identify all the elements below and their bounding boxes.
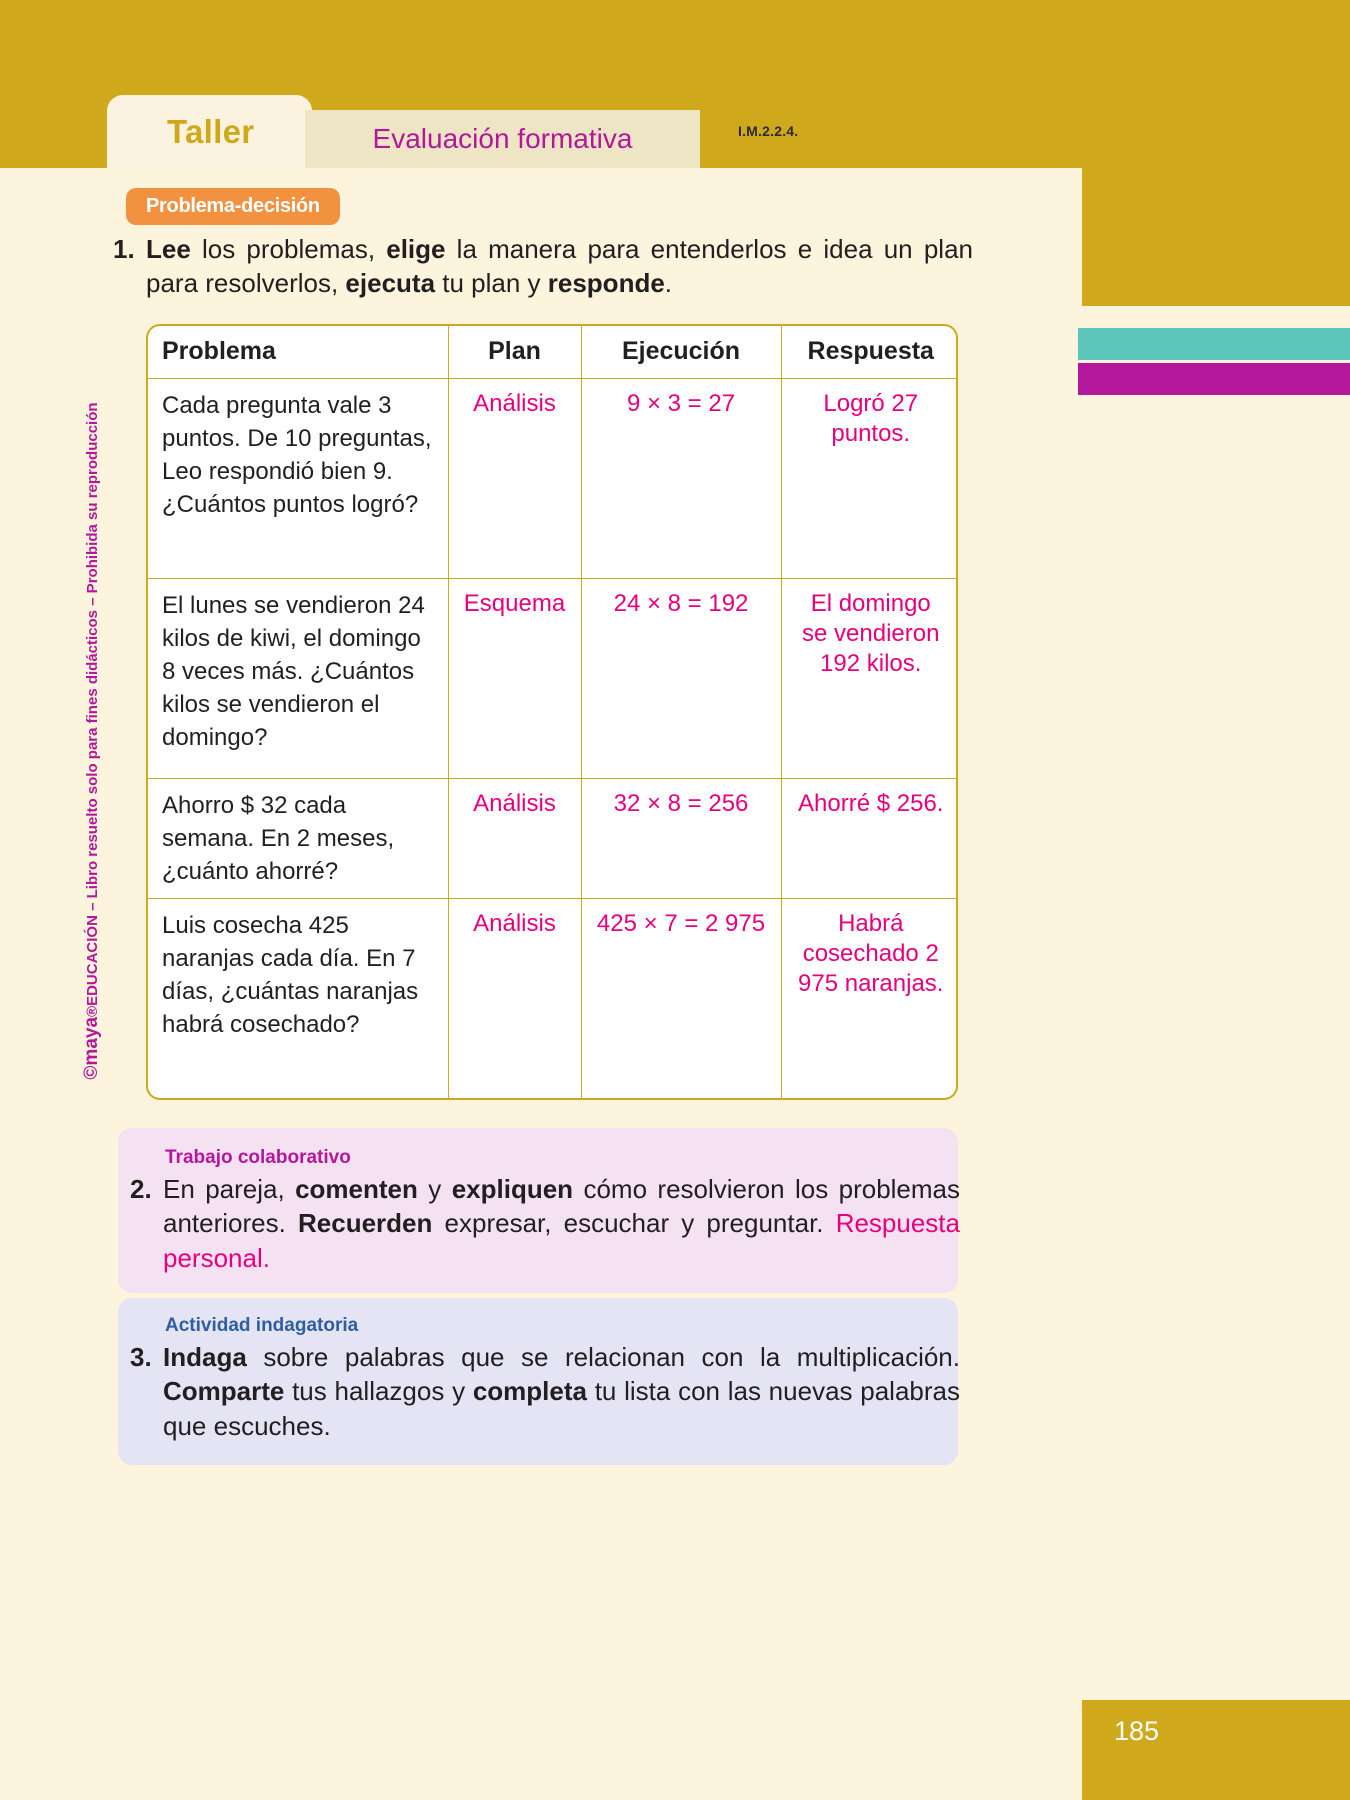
- tab-taller-label: Taller: [167, 112, 255, 150]
- cell-plan[interactable]: Análisis: [447, 897, 582, 1099]
- activity-2-number: 2.: [130, 1174, 152, 1204]
- table-body: Cada pregunta vale 3 puntos. De 10 pregu…: [148, 377, 956, 1099]
- cell-plan[interactable]: Esquema: [447, 577, 582, 779]
- cell-ejecucion[interactable]: 32 × 8 = 256: [580, 777, 782, 899]
- activity-3-instruction: 3. Indaga sobre palabras que se relacion…: [130, 1340, 960, 1443]
- table-header-plan: Plan: [447, 326, 582, 379]
- actividad-indagatoria-heading: Actividad indagatoria: [165, 1315, 359, 1336]
- table-header-respuesta: Respuesta: [780, 326, 956, 379]
- table-header-row: Problema Plan Ejecución Respuesta: [148, 326, 956, 379]
- cell-plan[interactable]: Análisis: [447, 377, 582, 579]
- cell-ejecucion[interactable]: 24 × 8 = 192: [580, 577, 782, 779]
- side-credit-text: ©maya®EDUCACIÓN – Libro resuelto solo pa…: [81, 391, 103, 1091]
- trabajo-colaborativo-block: [118, 1128, 958, 1293]
- cell-plan[interactable]: Análisis: [447, 777, 582, 899]
- tab-taller: Taller: [107, 95, 312, 168]
- activity-1-text: Lee los problemas, elige la manera para …: [146, 234, 973, 299]
- page-number-footer: 185: [1082, 1700, 1350, 1800]
- cell-problema: Ahorro $ 32 cada semana. En 2 meses, ¿cu…: [148, 777, 449, 899]
- table-header-ejecucion: Ejecución: [580, 326, 782, 379]
- cell-problema: El lunes se vendieron 24 kilos de kiwi, …: [148, 577, 449, 779]
- problem-solving-table: Problema Plan Ejecución Respuesta Cada p…: [146, 324, 958, 1101]
- standard-code-label: I.M.2.2.4.: [738, 123, 799, 139]
- publisher-logo: ©maya: [81, 1016, 102, 1080]
- cell-ejecucion[interactable]: 9 × 3 = 27: [580, 377, 782, 579]
- actividad-indagatoria-block: [118, 1298, 958, 1465]
- publisher-credit: ®EDUCACIÓN – Libro resuelto solo para fi…: [84, 402, 101, 1017]
- activity-2-instruction: 2. En pareja, comenten y expliquen cómo …: [130, 1172, 960, 1275]
- table-row: Luis cosecha 425 naranjas cada día. En 7…: [148, 897, 956, 1099]
- table-header-problema: Problema: [148, 326, 449, 379]
- cell-respuesta[interactable]: Habrá cosechado 2 975 naranjas.: [780, 897, 956, 1099]
- cell-respuesta[interactable]: El domingo se vendieron 192 kilos.: [780, 577, 956, 779]
- cell-respuesta[interactable]: Logró 27 puntos.: [780, 377, 956, 579]
- activity-3-number: 3.: [130, 1342, 152, 1372]
- teal-marker-tab: [1078, 328, 1350, 360]
- activity-2-text: En pareja, comenten y expliquen cómo res…: [163, 1174, 961, 1273]
- badge-problema-decision-label: Problema-decisión: [146, 195, 320, 217]
- table-row: Ahorro $ 32 cada semana. En 2 meses, ¿cu…: [148, 777, 956, 899]
- cell-ejecucion[interactable]: 425 × 7 = 2 975: [580, 897, 782, 1099]
- activity-3-text: Indaga sobre palabras que se relacionan …: [163, 1342, 960, 1441]
- table-row: El lunes se vendieron 24 kilos de kiwi, …: [148, 577, 956, 779]
- tab-evaluacion-formativa-label: Evaluación formativa: [372, 123, 633, 154]
- tab-evaluacion-formativa: Evaluación formativa: [305, 110, 700, 168]
- cell-problema: Luis cosecha 425 naranjas cada día. En 7…: [148, 897, 449, 1099]
- cell-respuesta[interactable]: Ahorré $ 256.: [780, 777, 956, 899]
- activity-1-instruction: 1. Lee los problemas, elige la manera pa…: [113, 232, 973, 301]
- activity-answer[interactable]: Respuesta personal.: [163, 1208, 960, 1273]
- trabajo-colaborativo-heading: Trabajo colaborativo: [165, 1147, 351, 1168]
- magenta-marker-tab: [1078, 363, 1350, 395]
- activity-1-number: 1.: [113, 234, 135, 264]
- badge-problema-decision: Problema-decisión: [126, 188, 340, 225]
- cell-problema: Cada pregunta vale 3 puntos. De 10 pregu…: [148, 377, 449, 579]
- page-number: 185: [1114, 1716, 1160, 1746]
- right-gold-block: [1082, 0, 1350, 306]
- right-margin-strip: [1082, 306, 1350, 1800]
- table-row: Cada pregunta vale 3 puntos. De 10 pregu…: [148, 377, 956, 579]
